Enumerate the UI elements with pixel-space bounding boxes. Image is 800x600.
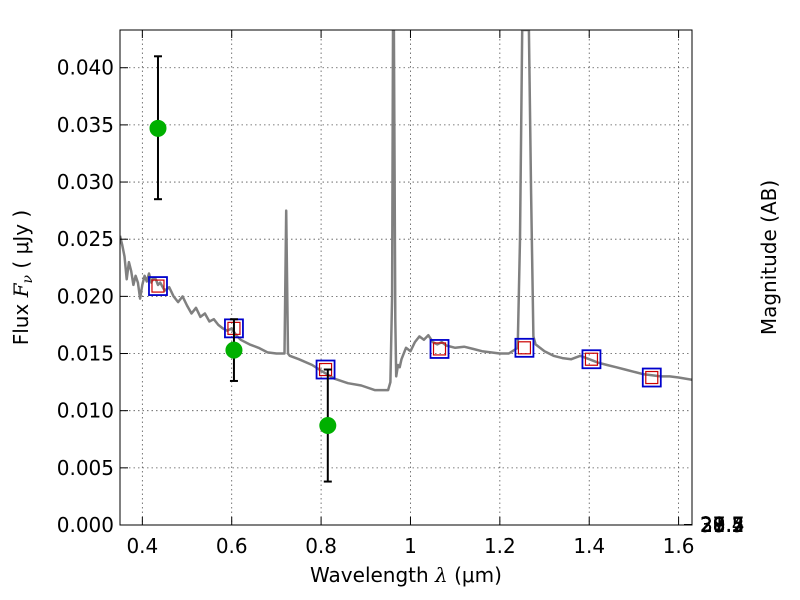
y-label-text: Flux xyxy=(9,297,33,345)
x-tick-label: 1.6 xyxy=(663,534,695,558)
grid xyxy=(120,30,692,526)
y2-tick-label: 29.5 xyxy=(700,513,745,537)
y2-tick-label: 27.4 xyxy=(700,513,745,537)
y-axis-label: Flux Fν ( μJy ) xyxy=(9,210,36,346)
y-tick-label: 0.015 xyxy=(57,342,114,366)
y2-tick-label: 27.7 xyxy=(700,513,745,537)
x-tick-label: 1 xyxy=(404,534,417,558)
ticks-layer: 0.4 0.6 0.8 1 1.2 1.4 1.6 0.000 0.005 0.010 0.015 0… xyxy=(57,30,745,558)
y-tick-label: 0.000 xyxy=(57,513,114,537)
x-tick-label: 0.4 xyxy=(126,534,158,558)
observed-photometry-point xyxy=(319,417,337,435)
y2-tick-label: 28 xyxy=(700,513,725,537)
y-tick-label: 0.020 xyxy=(57,284,114,308)
x-tick-label: 0.6 xyxy=(216,534,248,558)
y2-tick-label: 30 xyxy=(700,513,725,537)
series-layer xyxy=(120,30,692,483)
model-photometry-inner-marker xyxy=(645,370,659,385)
y-label-symbol: F xyxy=(9,282,33,298)
y-label-paren-close: ) xyxy=(9,210,33,224)
x-label-paren: ( xyxy=(448,563,462,587)
x-tick-label: 1.4 xyxy=(573,534,605,558)
y2-tick-label: 31 xyxy=(700,513,725,537)
x-label-text: Wavelength xyxy=(310,563,435,587)
y-tick-label: 0.025 xyxy=(57,227,114,251)
y-label-symbol-sub: ν xyxy=(20,274,36,283)
y-tick-label: 0.040 xyxy=(57,56,114,80)
model-photometry-marker xyxy=(315,359,336,380)
x-axis-label: Wavelength λ (μm) xyxy=(310,563,502,587)
plot-frame xyxy=(119,29,693,526)
y2-axis-label: Magnitude (AB) xyxy=(757,180,781,335)
model-spectrum-line xyxy=(120,30,692,392)
model-photometry-marker xyxy=(429,339,450,359)
y-tick-label: 0.030 xyxy=(57,170,114,194)
model-photometry-inner-marker xyxy=(584,352,599,366)
model-photometry-inner-marker xyxy=(517,341,532,355)
x-tick-label: 0.8 xyxy=(305,534,337,558)
x-label-symbol: λ xyxy=(434,563,448,587)
model-photometry-inner-marker xyxy=(432,342,447,356)
y2-tick-label: 28.2 xyxy=(700,513,745,537)
model-photometry-marker xyxy=(514,337,535,358)
y2-tick-label: 28.5 xyxy=(700,513,745,537)
y-tick-label: 0.010 xyxy=(57,399,114,423)
y-label-paren: ( xyxy=(9,254,33,275)
x-label-paren-close: ) xyxy=(494,563,502,587)
model-photometry-marker xyxy=(148,276,168,296)
x-label-unit: μm xyxy=(462,563,494,587)
x-tick-label: 1.2 xyxy=(484,534,516,558)
y-tick-label: 0.005 xyxy=(57,456,114,480)
observed-photometry-point xyxy=(225,341,243,359)
model-photometry-marker xyxy=(581,349,602,370)
y-tick-label: 0.035 xyxy=(57,113,114,137)
y2-tick-label: 27.5 xyxy=(700,513,745,537)
model-photometry-inner-marker xyxy=(151,279,165,293)
model-photometry-marker xyxy=(641,367,662,388)
y2-tick-label: 29 xyxy=(700,513,725,537)
observed-photometry-point xyxy=(149,119,167,137)
y-label-unit: μJy xyxy=(9,224,33,255)
